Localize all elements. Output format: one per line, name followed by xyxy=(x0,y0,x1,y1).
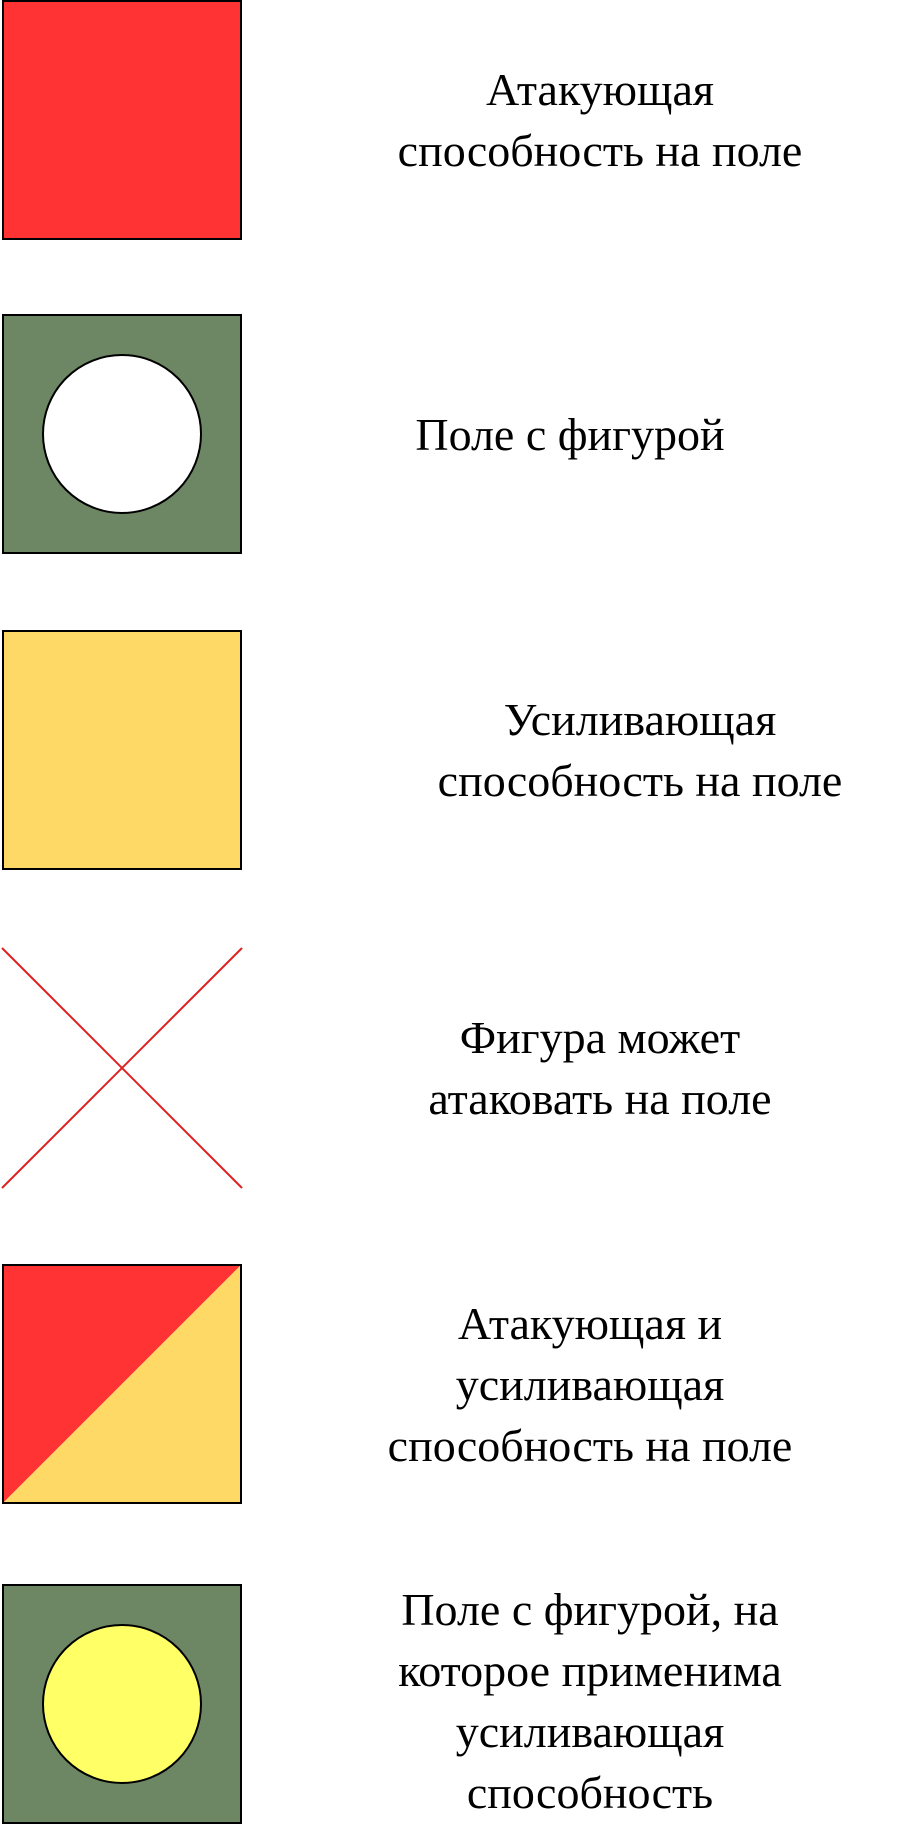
yellow-square-icon xyxy=(2,630,242,870)
combined-square-outline xyxy=(2,1264,242,1504)
boostable-piece-circle xyxy=(42,1624,202,1784)
legend-label-attack-and-boost: Атакующая и усиливающая способность на п… xyxy=(387,1297,793,1471)
legend-item-field-with-piece: Поле с фигурой xyxy=(0,314,924,554)
red-cross-icon xyxy=(1,947,243,1189)
legend-item-can-attack: Фигура может атаковать на поле xyxy=(0,947,924,1189)
legend-label-boost: Усиливающая способность на поле xyxy=(437,694,843,806)
legend-item-attack: Атакующая способность на поле xyxy=(0,0,924,240)
piece-circle xyxy=(42,354,202,514)
attack-square xyxy=(2,0,242,240)
legend-label-boostable-piece: Поле с фигурой, на которое применима уси… xyxy=(398,1584,782,1818)
field-with-piece-icon xyxy=(2,314,242,554)
legend-label-field-with-piece: Поле с фигурой xyxy=(415,408,725,460)
legend-item-boost: Усиливающая способность на поле xyxy=(0,630,924,870)
field-with-boostable-piece-icon xyxy=(2,1584,242,1824)
legend-item-attack-and-boost: Атакующая и усиливающая способность на п… xyxy=(0,1264,924,1504)
legend-item-boostable-piece: Поле с фигурой, на которое применима уси… xyxy=(0,1584,924,1846)
legend-label-can-attack: Фигура может атаковать на поле xyxy=(428,1012,772,1124)
legend-label-attack: Атакующая способность на поле xyxy=(397,64,803,176)
cross-line-2 xyxy=(1,947,243,1189)
boost-triangle xyxy=(3,1265,241,1503)
boost-square xyxy=(2,630,242,870)
red-yellow-diagonal-square-icon xyxy=(2,1264,242,1504)
red-square-icon xyxy=(2,0,242,240)
